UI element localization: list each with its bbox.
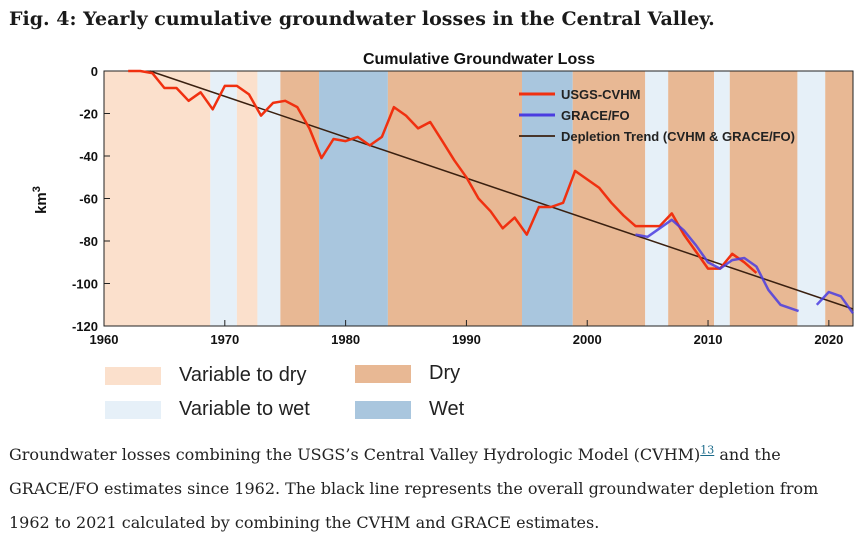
climate-band-3 (257, 71, 281, 326)
y-axis-label: km3 (31, 186, 50, 214)
x-tick-label: 1970 (210, 332, 239, 347)
y-tick-label: -40 (79, 149, 98, 164)
climate-band-5 (319, 71, 388, 326)
legend-swatch-wet (355, 400, 411, 419)
x-tick-label: 1980 (331, 332, 360, 347)
legend-label-wet: Wet (429, 398, 465, 420)
caption-text-2: and the GRACE/FO estimates since 1962. T… (9, 445, 819, 532)
x-tick-label: 2000 (573, 332, 602, 347)
legend-label-variable-to-wet: Variable to wet (179, 398, 310, 420)
y-tick-label: -80 (79, 234, 98, 249)
x-tick-label: 2010 (694, 332, 723, 347)
legend-variable-to-dry: Variable to dry (105, 364, 306, 387)
climate-band-14 (825, 71, 853, 326)
y-tick-label: -120 (72, 319, 98, 334)
y-tick-label: 0 (91, 64, 98, 79)
climate-band-6 (387, 71, 522, 326)
climate-band-12 (729, 71, 798, 326)
legend-dry: Dry (355, 362, 460, 385)
climate-band-1 (210, 71, 237, 326)
series-line-grace-fo-recent (815, 290, 855, 315)
legend-label-variable-to-dry: Variable to dry (179, 364, 307, 386)
legend-label-dry: Dry (429, 362, 461, 384)
climate-band-11 (714, 71, 730, 326)
legend-text-2: Depletion Trend (CVHM & GRACE/FO) (561, 129, 795, 144)
chart-title: Cumulative Groundwater Loss (363, 51, 595, 68)
climate-band-10 (668, 71, 715, 326)
x-tick-label: 2020 (814, 332, 843, 347)
x-tick-label: 1960 (90, 332, 119, 347)
figure-title: Fig. 4: Yearly cumulative groundwater lo… (9, 8, 715, 30)
legend-swatch-variable-to-dry (105, 366, 161, 385)
y-axis-label-superscript: 3 (31, 186, 43, 192)
legend-text-0: USGS-CVHM (561, 87, 640, 102)
climate-band-13 (797, 71, 826, 326)
legend-swatch-variable-to-wet (105, 400, 161, 419)
y-tick-label: -100 (72, 277, 98, 292)
series-line-grace-fo (635, 218, 800, 313)
x-tick-label: 1990 (452, 332, 481, 347)
legend-text-1: GRACE/FO (561, 108, 630, 123)
reference-link[interactable]: 13 (700, 443, 715, 457)
legend-variable-to-wet: Variable to wet (105, 398, 310, 421)
series-line-usgs-cvhm (128, 69, 758, 274)
line-legend: USGS-CVHM GRACE/FO Depletion Trend (CVHM &… (519, 87, 795, 144)
y-tick-label: -60 (79, 192, 98, 207)
caption-text-1: Groundwater losses combining the USGS’s … (9, 445, 701, 464)
legend-wet: Wet (355, 398, 464, 421)
series-lines (128, 69, 855, 315)
y-tick-label: -20 (79, 107, 98, 122)
climate-band-2 (236, 71, 258, 326)
climate-band-0 (104, 71, 211, 326)
climate-band-9 (645, 71, 669, 326)
legend-swatch-dry (355, 364, 411, 383)
figure-caption: Groundwater losses combining the USGS’s … (9, 438, 859, 540)
y-axis-label-unit: km (33, 192, 50, 214)
